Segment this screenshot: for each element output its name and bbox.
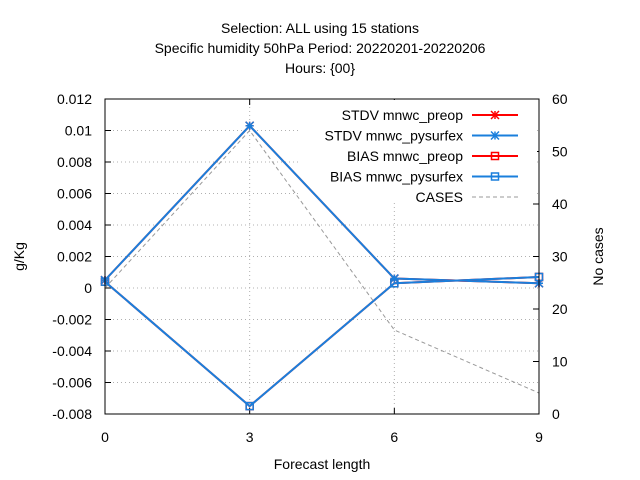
legend-marker-1 (490, 130, 500, 141)
y-tick-label: 0.012 (57, 91, 92, 107)
x-tick-label: 9 (535, 429, 543, 445)
series-point-1 (245, 121, 255, 131)
x-axis-label: Forecast length (274, 456, 371, 472)
title-line-2: Specific humidity 50hPa Period: 20220201… (154, 40, 486, 56)
legend-label-4: CASES (416, 189, 463, 205)
legend-marker-2 (490, 151, 500, 161)
y-tick-label: -0.002 (52, 312, 92, 328)
y2-tick-label: 0 (552, 406, 560, 422)
plot-frame (104, 98, 540, 415)
y-tick-label: -0.006 (52, 375, 92, 391)
y2-tick-label: 30 (552, 249, 568, 265)
y-tick-label: 0.008 (57, 154, 92, 170)
legend-label-3: BIAS mnwc_pysurfex (330, 169, 463, 185)
legend-label-0: STDV mnwc_preop (342, 107, 464, 123)
series-point-1 (389, 274, 399, 284)
y-tick-label: 0.002 (57, 249, 92, 265)
legend-marker-3 (490, 172, 500, 181)
y2-tick-label: 20 (552, 301, 568, 317)
x-tick-label: 0 (101, 429, 109, 445)
legend-label-2: BIAS mnwc_preop (347, 148, 463, 164)
x-tick-label: 6 (390, 429, 398, 445)
y-tick-label: -0.008 (52, 406, 92, 422)
y-tick-label: -0.004 (52, 343, 92, 359)
y-tick-label: 0.01 (65, 123, 92, 139)
series-line-4 (104, 129, 540, 394)
series-line-3 (104, 275, 540, 408)
y-tick-label: 0 (84, 280, 92, 296)
y2-tick-label: 10 (552, 354, 568, 370)
y2-tick-label: 60 (552, 91, 568, 107)
series-point-3 (245, 401, 254, 411)
series-line-2 (104, 275, 540, 408)
y-axis-label: g/Kg (11, 242, 27, 271)
y2-tick-label: 40 (552, 196, 568, 212)
y-tick-label: 0.006 (57, 186, 92, 202)
title-line-1: Selection: ALL using 15 stations (221, 20, 419, 36)
y2-tick-label: 50 (552, 144, 568, 160)
x-tick-label: 3 (246, 429, 254, 445)
title-line-3: Hours: {00} (284, 60, 356, 76)
y2-axis-label: No cases (590, 227, 606, 285)
y-tick-label: 0.004 (57, 217, 92, 233)
legend-label-1: STDV mnwc_pysurfex (325, 128, 463, 144)
legend-marker-0 (490, 110, 500, 120)
series-point-3 (390, 279, 399, 288)
